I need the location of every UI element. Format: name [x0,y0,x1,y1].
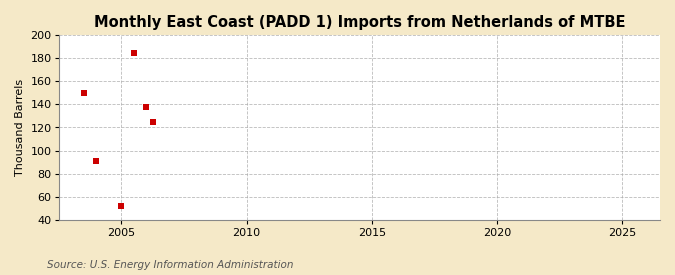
Point [78,91,89,95]
Point [128,50,139,55]
Point [141,104,152,109]
Point [116,204,127,208]
Point [147,120,158,124]
Point [91,159,102,163]
Text: Source: U.S. Energy Information Administration: Source: U.S. Energy Information Administ… [47,260,294,270]
Y-axis label: Thousand Barrels: Thousand Barrels [15,79,25,176]
Title: Monthly East Coast (PADD 1) Imports from Netherlands of MTBE: Monthly East Coast (PADD 1) Imports from… [94,15,625,30]
